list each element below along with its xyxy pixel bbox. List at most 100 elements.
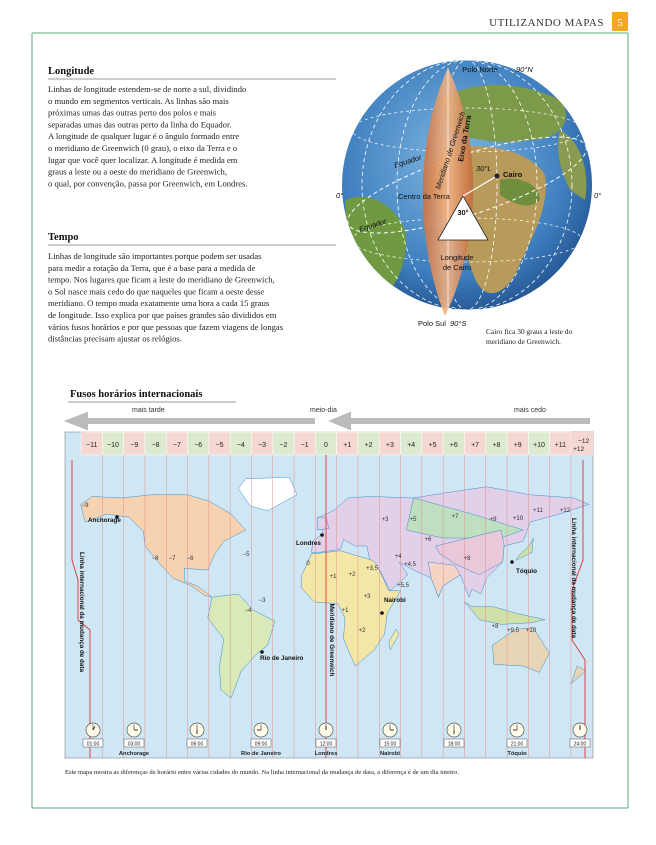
zone-label: −8 [152,442,160,449]
clock-time-box [443,738,465,748]
heading: Fusos horários internacionais [70,389,202,400]
zone-map-label: +4 [395,554,403,560]
text-line: para medir a rotação da Terra, que é a b… [48,263,255,273]
page-frame [31,32,629,809]
figure-caption: Cairo fica 30 graus a leste do [486,327,572,336]
text-line: o Sol nasce mais cedo do que naqueles qu… [48,286,264,296]
landmass [427,561,461,598]
zone-map-label: −6 [187,556,195,562]
globe-label: de Cairo [443,263,471,272]
zone-map-label: +1 [342,608,350,614]
zone-map-label: +1 [330,574,338,580]
zone-label: +7 [471,442,479,449]
clock-time-box [569,738,591,748]
zone-label: +9 [514,442,522,449]
clock-time: 01:00 [87,742,100,748]
zone-cell [570,432,593,455]
zone-map-label: −5 [243,552,251,558]
zone-map-label: 0 [306,561,310,567]
clock-city: Rio de Janeiro [241,751,281,757]
text-line: próximas umas das outras perto dos polos… [48,108,217,118]
clock-time-box [123,738,145,748]
arrow [63,411,315,431]
clock-time: 03:00 [128,742,141,748]
paragraph: Linhas de longitude são importantes porq… [48,251,284,344]
zone-label: −12 [578,438,589,445]
globe-label: 30° [457,208,468,217]
city-label: Nairobi [384,597,406,604]
clock-time: 12:00 [320,742,333,748]
landmass [207,593,276,699]
text-line: o qual, por convenção, passa por Greenwi… [48,178,248,188]
city-label: Anchorage [88,517,121,524]
globe-label: Polo Norte [462,65,497,74]
text-line: graus a leste ou a oeste do meridiano de… [48,167,227,177]
zone-label: −3 [258,442,266,449]
zone-label: −2 [279,442,287,449]
text-line: distâncias precisam ajustar os relógios. [48,334,182,344]
zone-map-label: +3 [364,594,372,600]
section-title: UTILIZANDO MAPAS [489,17,604,29]
zone-map-label: +4,5 [404,562,417,568]
landmass [570,665,587,685]
globe-label: 30°L [476,164,492,173]
globe-label: Polo Sul [418,319,446,328]
clock-time-box [250,738,272,748]
heading: Longitude [48,66,94,77]
date-line-label: Linha internacional da mudança de data [78,552,85,673]
zone-map-label: +3 [382,517,390,523]
zone-map-label: +12 [560,508,571,514]
landmass [388,628,400,651]
zone-map-label: +6 [425,537,433,543]
zone-map-label: +2 [359,628,367,634]
clock-time-box [506,738,528,748]
text-line: separadas umas das outras perto da linha… [48,119,232,129]
clock-hand [92,726,96,731]
city-dot [510,560,514,564]
text-line: A longitude de qualquer lugar é o ângulo… [48,131,239,141]
figure-caption: meridiano de Greenwich. [486,337,561,346]
clock-time-box [379,738,401,748]
page-number-box [612,12,628,31]
zone-map-label: −7 [169,556,177,562]
zone-label: −7 [173,442,181,449]
arrow-label: meio-dia [310,407,337,414]
text-line: meridiano. O tempo muda exatamente uma h… [48,298,270,308]
zone-label: +5 [429,442,437,449]
zone-map-label: −3 [259,598,267,604]
clock-time: 06:00 [191,742,204,748]
landmass [464,601,546,625]
zone-label: −9 [130,442,138,449]
globe-label: Centro da Terra [398,192,451,201]
landmass [492,627,550,673]
globe-label: Cairo [503,170,523,179]
zone-map-label: +9,5 [507,628,520,634]
arrow [328,411,590,431]
zone-map-label: −4 [245,608,253,614]
city-dot [320,533,324,537]
page-number: 5 [617,17,623,29]
zone-map-label: −9 [82,503,90,509]
globe-label: 0° [594,191,601,200]
clock-time-box [315,738,337,748]
clock-city: Londres [315,751,338,757]
zone-map-label: +10 [526,628,537,634]
zone-map-label: +3,5 [366,566,379,572]
city-dot [115,515,119,519]
zone-map-label: +10 [513,516,524,522]
zone-map-label: +9 [490,517,498,523]
globe [342,60,592,316]
globe-label: 90°S [450,319,466,328]
time-zone-map: −11 −10 −9 −8 −7 −6 −5 −4 −3 −2 −1 0 +1 +2 +3 +4 +5 +6 +7 +… [64,431,594,759]
city-label: Rio de Janeiro [260,655,304,662]
greenwich-label: Meridiano de Greenwich [328,604,335,677]
globe-label: 90°N [516,65,533,74]
zone-label: +4 [407,442,415,449]
landmass [515,537,534,562]
date-line-label: Linha internacional da mudança de data [570,518,577,639]
clock-time: 24:00 [574,742,587,748]
zone-map-label: +11 [533,508,543,514]
zone-map-label: +8 [464,556,472,562]
zone-label: +2 [365,442,373,449]
